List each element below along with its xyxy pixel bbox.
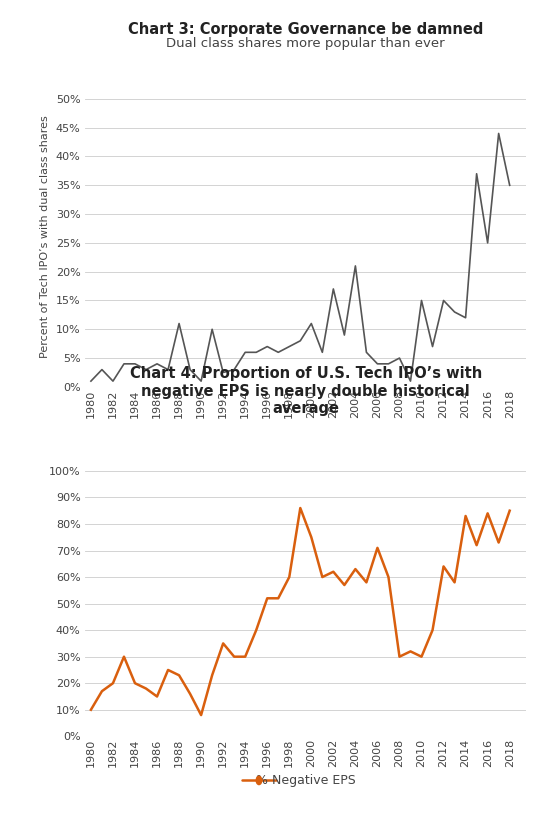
Y-axis label: Percent of Tech IPO’s with dual class shares: Percent of Tech IPO’s with dual class sh… (40, 116, 50, 359)
Text: Dual class shares more popular than ever: Dual class shares more popular than ever (166, 37, 445, 50)
Text: Chart 3: Corporate Governance be damned: Chart 3: Corporate Governance be damned (128, 22, 483, 37)
Text: Chart 4: Proportion of U.S. Tech IPO’s with
negative EPS is nearly double histor: Chart 4: Proportion of U.S. Tech IPO’s w… (129, 366, 482, 416)
Text: % Negative EPS: % Negative EPS (256, 774, 356, 787)
